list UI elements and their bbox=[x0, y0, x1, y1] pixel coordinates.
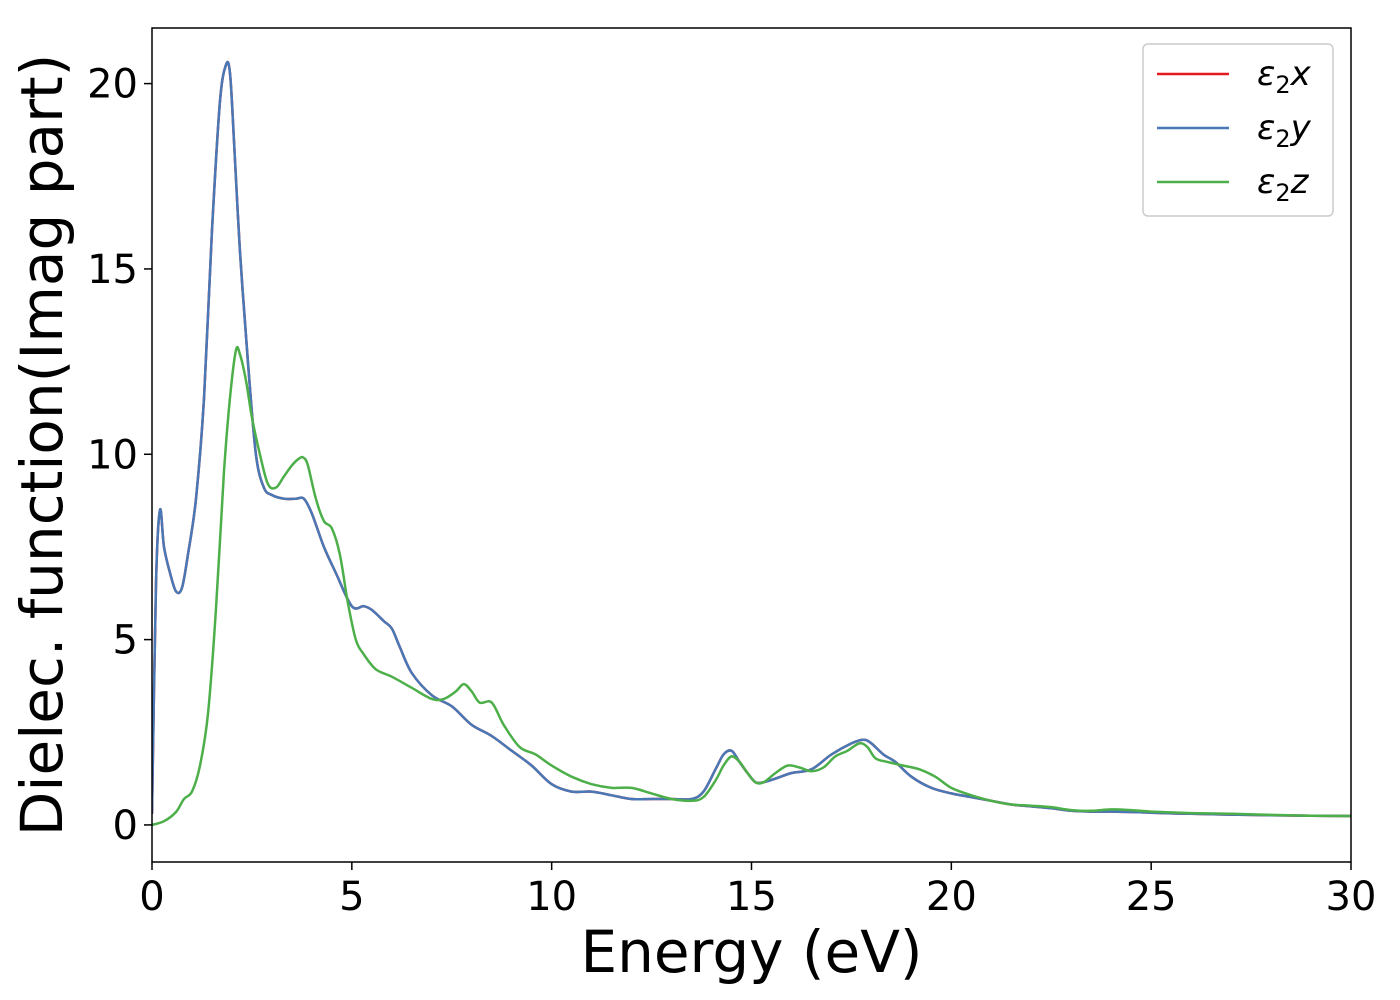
y-tick-label: 15 bbox=[87, 247, 138, 293]
x-tick-label: 0 bbox=[139, 874, 164, 920]
legend-label-z: ε2z bbox=[1257, 162, 1310, 207]
x-tick-label: 10 bbox=[526, 874, 577, 920]
series-lines bbox=[152, 60, 1351, 827]
y-tick-label: 5 bbox=[113, 618, 138, 664]
x-axis-ticks: 0 5 10 15 20 25 30 bbox=[139, 862, 1376, 920]
legend-label-x: ε2x bbox=[1257, 54, 1312, 99]
x-tick-label: 30 bbox=[1326, 874, 1377, 920]
legend-label-y: ε2y bbox=[1257, 108, 1312, 153]
y-tick-label: 10 bbox=[87, 432, 138, 478]
x-tick-label: 5 bbox=[339, 874, 364, 920]
series-line-z bbox=[152, 345, 1351, 827]
x-tick-label: 25 bbox=[1126, 874, 1177, 920]
y-tick-label: 0 bbox=[113, 803, 138, 849]
legend: ε2x ε2y ε2z bbox=[1142, 43, 1334, 217]
y-axis-ticks: 0 5 10 15 20 bbox=[87, 62, 152, 849]
x-tick-label: 15 bbox=[726, 874, 777, 920]
y-tick-label: 20 bbox=[87, 62, 138, 108]
x-axis-label: Energy (eV) bbox=[580, 918, 922, 986]
y-axis-label: Dielec. function(Imag part) bbox=[8, 54, 76, 837]
x-tick-label: 20 bbox=[926, 874, 977, 920]
series-line-y bbox=[152, 60, 1351, 818]
legend-box bbox=[1142, 43, 1334, 217]
